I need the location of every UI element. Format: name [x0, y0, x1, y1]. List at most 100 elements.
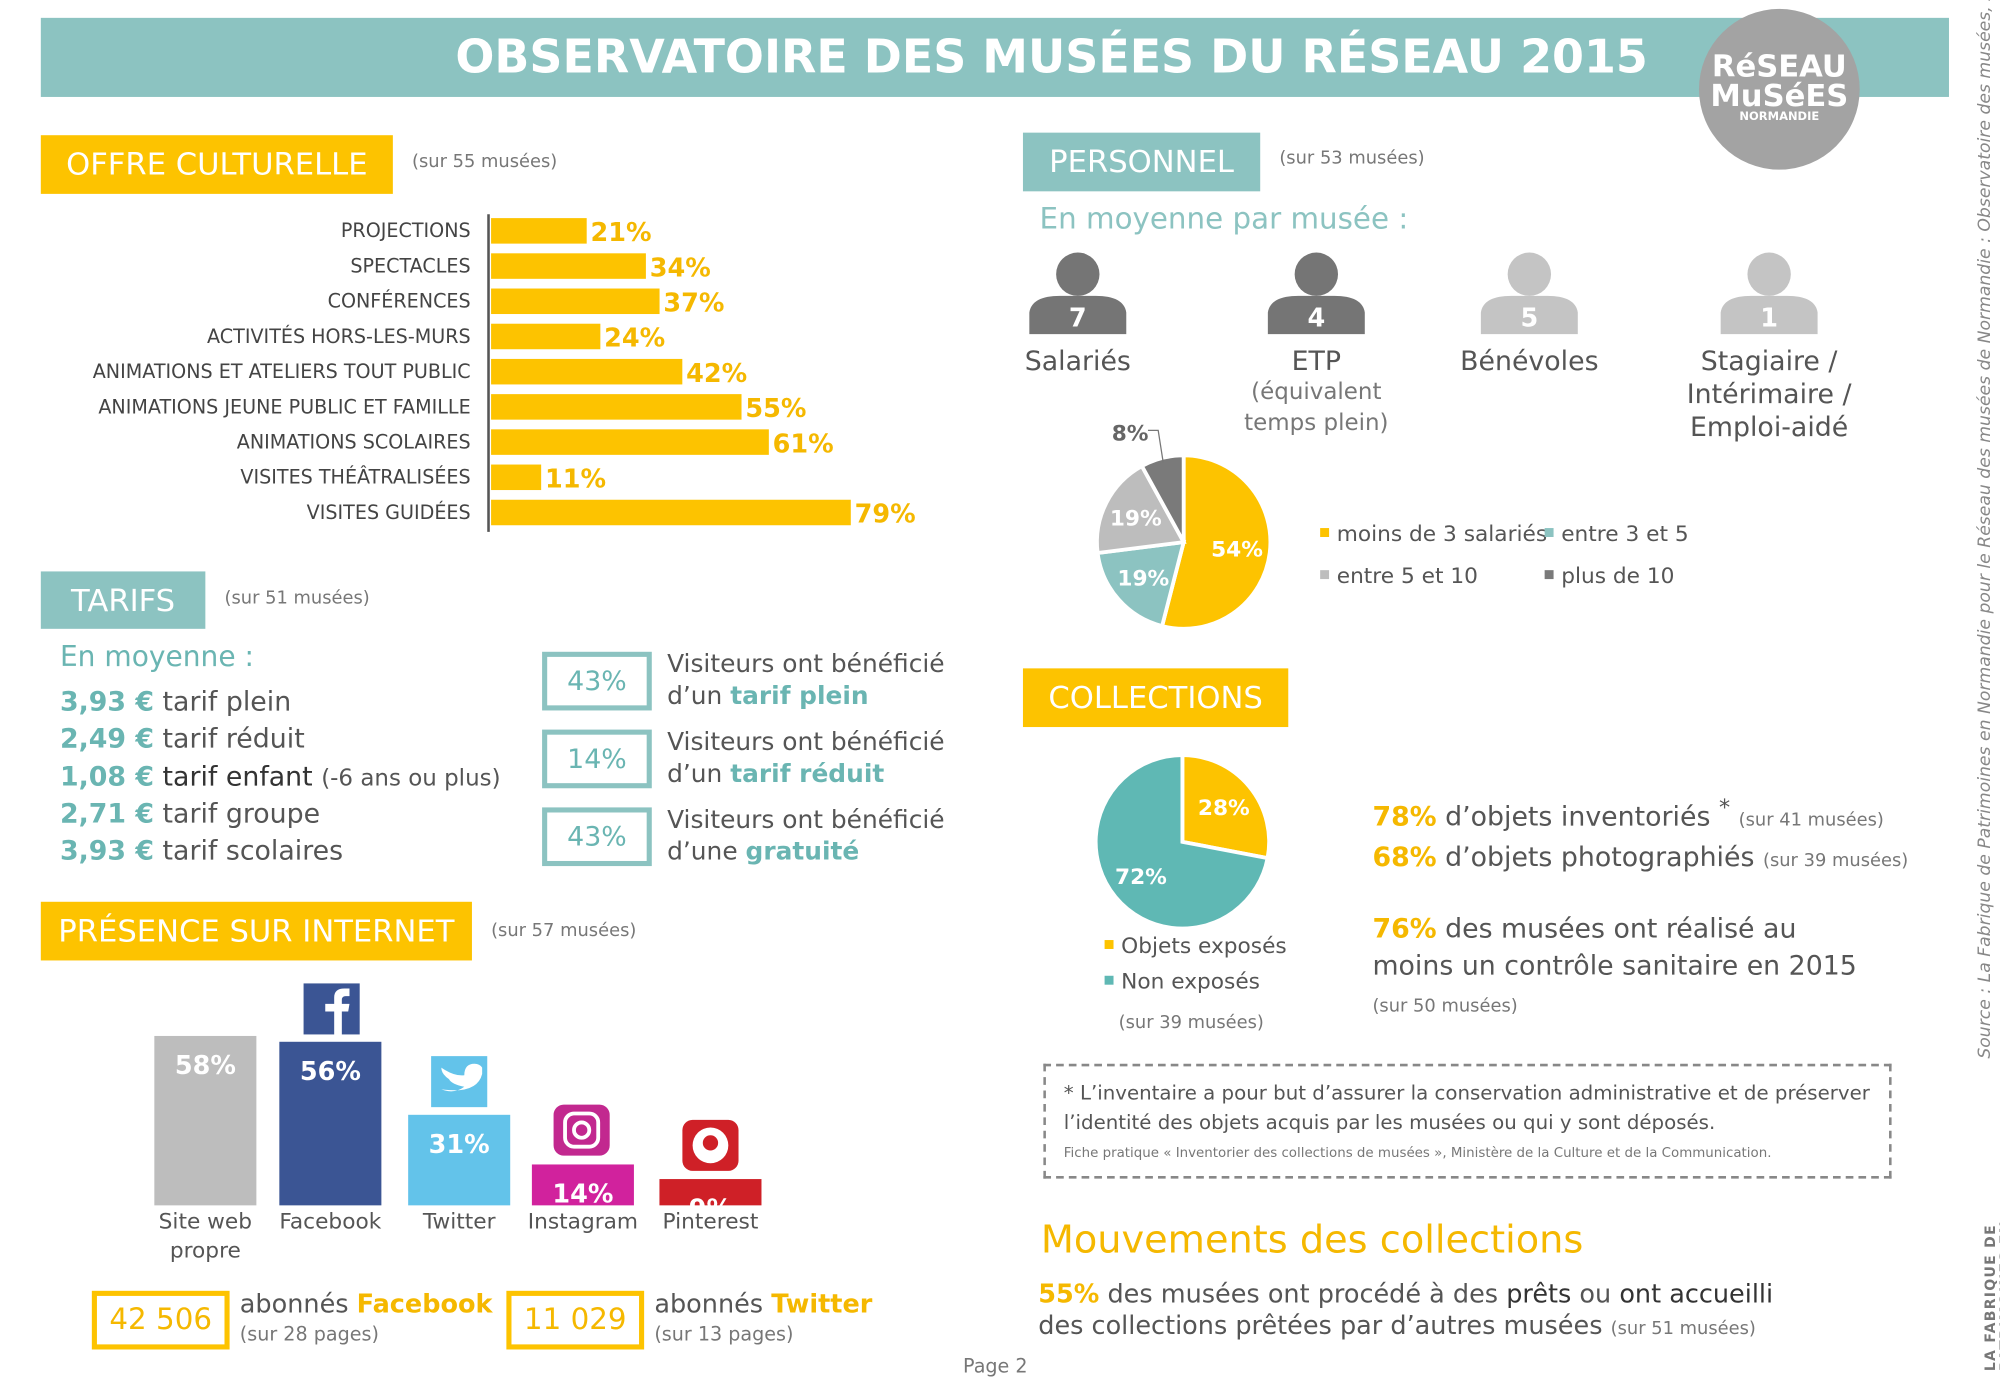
slice-label: 72%: [1115, 865, 1167, 890]
pct: 55%: [1038, 1278, 1100, 1309]
value-label: 11%: [545, 464, 606, 494]
icon-glyph: [702, 1135, 719, 1151]
bold: ont accueilli: [1619, 1278, 1774, 1309]
value-label: 61%: [773, 429, 834, 459]
category-label: PROJECTIONS: [341, 219, 471, 242]
person-body: [1029, 295, 1127, 335]
person-head: [1294, 252, 1339, 296]
price: 2,49 €: [59, 723, 155, 755]
text: d’une: [667, 836, 738, 867]
value-label: 55%: [745, 394, 806, 424]
stat: 78% d’objets inventoriés * (sur 41 musée…: [1372, 791, 1908, 839]
icon-glyph: [441, 1063, 483, 1092]
bar: [154, 1035, 257, 1206]
box-text: Visiteurs ont bénéficié d’un tarif plein: [667, 648, 945, 712]
internet-heading: PRÉSENCE SUR INTERNET: [40, 901, 472, 961]
legend-label: moins de 3 salariés: [1337, 522, 1547, 547]
box-text: Visiteurs ont bénéficié d’une gratuité: [667, 804, 945, 868]
network: Twitter: [771, 1288, 873, 1319]
price: 2,71 €: [59, 798, 155, 829]
value-label: 34%: [650, 253, 711, 283]
pie-slice: [1095, 539, 1187, 629]
tarifs-intro: En moyenne :: [59, 641, 254, 674]
icon-glyph: [325, 988, 350, 1035]
label: Bénévoles: [1460, 345, 1599, 377]
price: 3,93 €: [59, 686, 155, 717]
price-label: tarif réduit: [162, 723, 305, 755]
logo: RéSEAU MuSéES NORMANDIE: [1698, 8, 1860, 170]
person-body: [1267, 295, 1365, 335]
bar: [491, 288, 660, 315]
offre-note: (sur 55 musées): [411, 151, 558, 173]
stat-bold: au moins un contrôle sanitaire en 2015: [1372, 913, 1857, 981]
stat-text: d’objets inventoriés: [1445, 801, 1711, 832]
person-label: Salariés: [937, 344, 1218, 377]
person-head: [1056, 252, 1100, 296]
logo-text: NORMANDIE: [1739, 110, 1820, 124]
price: 3,93 €: [59, 835, 155, 867]
price-label: tarif scolaires: [162, 835, 344, 867]
value-label: 31%: [429, 1130, 490, 1160]
bar: [491, 218, 587, 244]
price-row: 2,71 € tarif groupe: [60, 798, 320, 829]
price-label: tarif groupe: [162, 798, 321, 829]
mouvements-heading: Mouvements des collections: [1040, 1218, 1584, 1263]
label: Salariés: [1024, 345, 1131, 377]
person-count: 7: [1069, 304, 1087, 334]
footnote-box: * L’inventaire a pour but d’assurer la c…: [1043, 1063, 1892, 1179]
price-row: 3,93 € tarif plein: [60, 686, 291, 717]
tarifs-note: (sur 51 musées): [224, 588, 370, 609]
stat-star: *: [1718, 795, 1731, 822]
mouvements-text: 55% des musées ont procédé à des prêts o…: [1038, 1278, 1803, 1346]
person-count: 4: [1307, 304, 1325, 334]
legend-swatch: [1320, 570, 1330, 580]
bar: [531, 1164, 634, 1206]
bold: prêts: [1506, 1278, 1572, 1309]
bar: [491, 323, 601, 350]
title: OBSERVATOIRE DES MUSÉES DU RÉSEAU 2015: [40, 17, 1949, 97]
pie-slice: [1095, 463, 1187, 556]
stat-note: (sur 41 musées): [1738, 809, 1884, 831]
pie-slice: [1093, 753, 1270, 931]
page-number: Page 2: [963, 1354, 1028, 1378]
value-label: 21%: [591, 218, 652, 248]
note: (sur 51 musées): [1610, 1318, 1756, 1340]
category-label: Site web propre: [158, 1209, 253, 1265]
text: des collections prêtées par d’autres mus…: [1038, 1309, 1603, 1341]
person-head: [1747, 252, 1791, 296]
tarifs-heading: TARIFS: [40, 571, 206, 629]
price: 1,08 €: [59, 760, 155, 792]
bar: [659, 1179, 762, 1206]
bold: tarif réduit: [730, 758, 885, 789]
price-row: 3,93 € tarif scolaires: [60, 836, 343, 867]
reference: Fiche pratique « Inventorier des collect…: [1063, 1145, 1772, 1161]
category-label: Instagram: [527, 1209, 639, 1235]
legend-label: entre 3 et 5: [1561, 522, 1688, 547]
follower-count: 11 029: [506, 1290, 645, 1350]
legend-swatch: [1104, 940, 1114, 949]
bar: [491, 358, 683, 385]
bar: [491, 394, 742, 420]
slice-label: 19%: [1117, 566, 1169, 591]
logo-text: MuSéES: [1710, 77, 1849, 114]
person-label: Stagiaire / Intérimaire / Emploi-aidé: [1629, 344, 1910, 443]
bold: gratuité: [745, 836, 860, 867]
note: (sur 13 pages): [654, 1322, 794, 1346]
pct-box: 43%: [542, 651, 652, 711]
slice-label: 8%: [1112, 422, 1149, 447]
line: d’une gratuité: [667, 835, 945, 867]
category-label: ACTIVITÉS HORS-LES-MURS: [207, 325, 471, 348]
legend-label: Objets exposés: [1121, 934, 1287, 959]
value-label: 79%: [855, 500, 916, 530]
personnel-heading: PERSONNEL: [1022, 132, 1261, 192]
line: d’un tarif réduit: [667, 758, 945, 790]
line: Visiteurs ont bénéficié: [667, 804, 945, 835]
category-label: CONFÉRENCES: [328, 290, 471, 313]
person-label: Bénévoles: [1389, 344, 1670, 377]
value-label: 56%: [300, 1057, 361, 1087]
category-label: ANIMATIONS ET ATELIERS TOUT PUBLIC: [93, 360, 471, 383]
stat-pct: 68%: [1372, 841, 1437, 873]
bar: [491, 499, 851, 526]
legend-swatch: [1320, 528, 1330, 537]
